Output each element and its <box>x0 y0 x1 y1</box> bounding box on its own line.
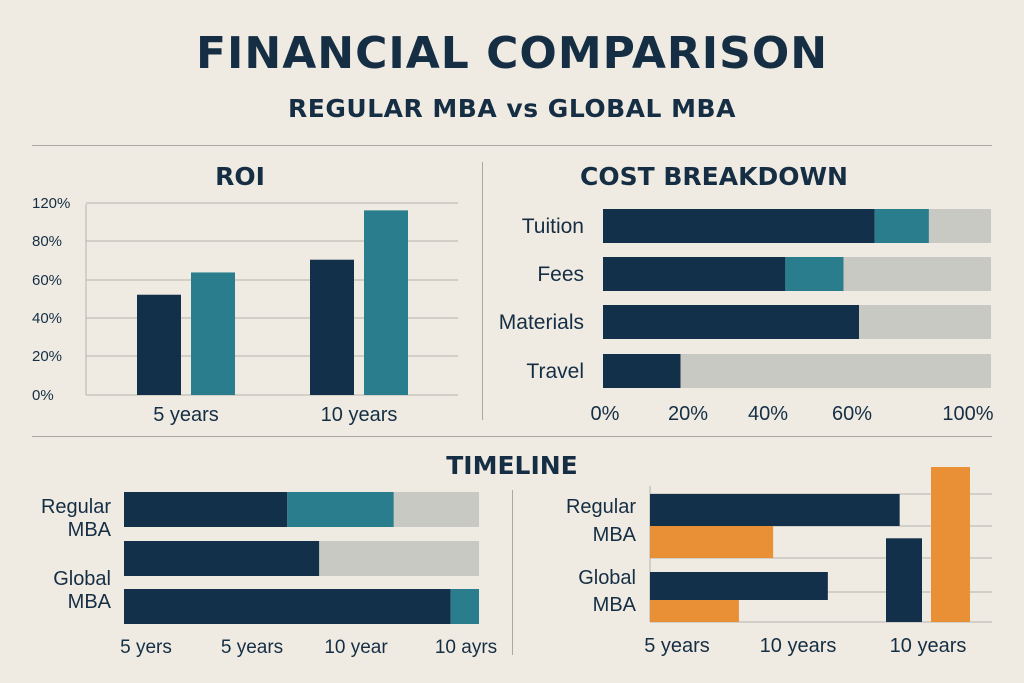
roi-bar <box>310 259 354 395</box>
timeline-bar-segment <box>124 492 288 527</box>
divider-middle <box>32 436 992 437</box>
cost-bar-segment <box>603 354 681 388</box>
timeline-x-tick-label: 10 year <box>324 637 388 658</box>
divider-vertical-top <box>482 162 483 420</box>
timeline-bar-segment <box>124 589 451 624</box>
timeline2-horizontal-bar <box>650 572 828 600</box>
roi-y-tick-label: 80% <box>32 233 62 250</box>
divider-top <box>32 145 992 146</box>
roi-y-tick-label: 60% <box>32 272 62 289</box>
timeline2-vertical-bar <box>931 467 970 622</box>
timeline-bar-segment <box>287 492 394 527</box>
cost-bar-segment <box>785 257 844 291</box>
cost-category-label: Materials <box>499 311 584 334</box>
cost-category-label: Fees <box>537 263 584 286</box>
timeline2-vertical-bar <box>886 538 922 622</box>
roi-x-tick-label: 5 years <box>153 404 219 426</box>
roi-y-tick-label: 120% <box>32 195 70 212</box>
cost-x-tick-label: 60% <box>832 403 872 425</box>
timeline-category-label-line1: Regular <box>41 496 111 518</box>
timeline2-x-tick-label: 10 years <box>760 635 837 657</box>
timeline2-category-label-line1: Global <box>578 567 636 589</box>
cost-bar-segment <box>928 209 991 243</box>
cost-bar-segment <box>603 257 786 291</box>
roi-y-tick-label: 20% <box>32 348 62 365</box>
cost-bar-segment <box>843 257 991 291</box>
timeline-bar-segment <box>124 541 320 576</box>
timeline2-horizontal-bar <box>650 600 739 622</box>
cost-x-tick-label: 40% <box>748 403 788 425</box>
roi-bar <box>191 272 235 395</box>
roi-x-tick-label: 10 years <box>321 404 398 426</box>
timeline2-category-label-line2: MBA <box>593 594 637 616</box>
cost-category-label: Tuition <box>522 215 584 238</box>
cost-category-label: Travel <box>526 360 584 383</box>
timeline2-x-tick-label: 10 years <box>890 635 967 657</box>
page-subtitle: REGULAR MBA vs GLOBAL MBA <box>288 94 736 123</box>
timeline-x-tick-label: 5 years <box>221 637 283 658</box>
timeline2-x-tick-label: 5 years <box>644 635 710 657</box>
timeline-x-tick-label: 5 yers <box>120 637 172 658</box>
timeline-category-label-line1: Global <box>53 568 111 590</box>
timeline-x-tick-label: 10 ayrs <box>435 637 497 658</box>
timeline-title: TIMELINE <box>446 451 578 480</box>
cost-x-tick-label: 20% <box>668 403 708 425</box>
roi-title: ROI <box>215 162 265 191</box>
timeline-bar-segment <box>393 492 479 527</box>
cost-bar-segment <box>603 305 860 339</box>
timeline-bar-segment <box>450 589 479 624</box>
timeline2-horizontal-bar <box>650 494 900 526</box>
cost-breakdown-title: COST BREAKDOWN <box>580 162 848 191</box>
timeline2-horizontal-bar <box>650 526 774 558</box>
cost-bar-segment <box>874 209 929 243</box>
timeline-bar-segment <box>319 541 479 576</box>
roi-y-tick-label: 0% <box>32 387 54 404</box>
timeline-category-label-line2: MBA <box>68 519 112 541</box>
timeline2-category-label-line1: Regular <box>566 496 636 518</box>
cost-bar-segment <box>859 305 991 339</box>
cost-bar-segment <box>603 209 875 243</box>
cost-x-tick-label: 100% <box>942 403 993 425</box>
roi-y-tick-label: 40% <box>32 310 62 327</box>
cost-bar-segment <box>680 354 991 388</box>
roi-bar <box>137 294 181 395</box>
timeline2-category-label-line2: MBA <box>593 524 637 546</box>
divider-vertical-bottom <box>512 490 513 655</box>
cost-x-tick-label: 0% <box>591 403 620 425</box>
page-title: FINANCIAL COMPARISON <box>195 28 829 79</box>
timeline-category-label-line2: MBA <box>68 591 112 613</box>
roi-bar <box>364 210 408 395</box>
